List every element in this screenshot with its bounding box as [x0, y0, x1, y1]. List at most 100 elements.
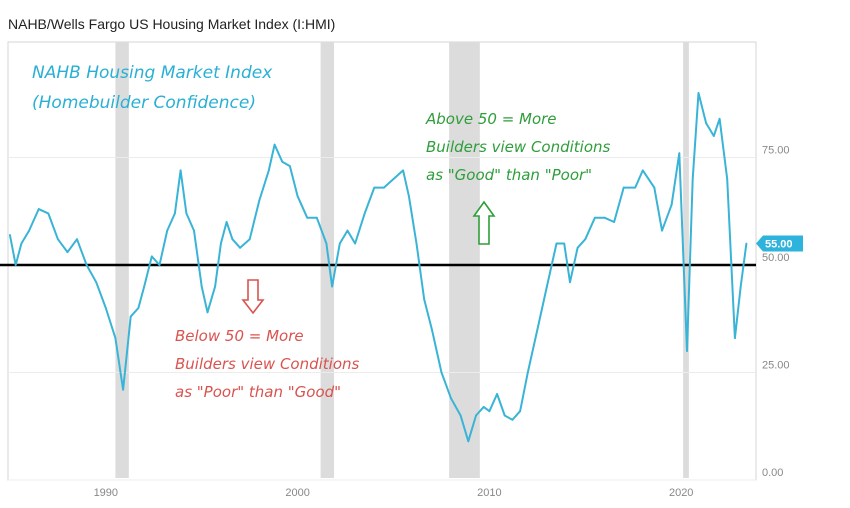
data-point — [423, 298, 426, 301]
annotation-main-title: (Homebuilder Confidence) — [32, 93, 256, 113]
data-point — [95, 281, 98, 284]
data-point — [20, 242, 23, 245]
data-point — [306, 216, 309, 219]
data-point — [296, 195, 299, 198]
data-point — [734, 337, 736, 339]
data-point — [576, 246, 579, 249]
data-point — [712, 135, 715, 137]
x-axis: 1990 2000 2010 2020 — [94, 487, 694, 499]
data-point — [325, 242, 328, 245]
x-tick-label: 1990 — [94, 487, 118, 499]
data-point — [363, 212, 366, 215]
data-point — [705, 122, 708, 124]
data-point — [430, 328, 433, 331]
data-point — [248, 238, 251, 241]
annotations: NAHB Housing Market Index (Homebuilder Co… — [32, 63, 611, 401]
annotation-main-title: NAHB Housing Market Index — [32, 63, 273, 83]
data-point — [137, 307, 140, 309]
data-point — [383, 186, 385, 189]
data-point — [9, 234, 11, 236]
data-point — [158, 264, 161, 266]
last-value-badge-bg — [756, 235, 803, 252]
data-point — [179, 169, 182, 172]
data-point — [200, 285, 203, 288]
x-tick-label: 2010 — [477, 487, 501, 499]
data-point — [467, 440, 470, 443]
data-point — [563, 242, 566, 245]
data-point — [407, 195, 410, 198]
recession-band — [320, 42, 335, 478]
data-point — [678, 152, 681, 155]
data-point — [526, 371, 529, 374]
data-point — [613, 221, 615, 223]
data-point — [691, 178, 694, 180]
data-point — [415, 242, 418, 245]
annotation-above-50: as "Good" than "Poor" — [426, 166, 592, 184]
data-point — [166, 229, 169, 232]
data-point — [475, 414, 477, 417]
y-tick-label: 0.00 — [762, 467, 783, 479]
data-point — [450, 397, 452, 400]
data-point — [511, 418, 514, 421]
data-point — [402, 169, 404, 172]
data-point — [686, 350, 688, 352]
data-point — [569, 281, 571, 284]
recession-band — [449, 42, 480, 478]
annotation-above-50: Above 50 = More — [425, 110, 557, 128]
data-point — [338, 242, 341, 245]
data-point — [273, 143, 276, 146]
annotation-above-50: Builders view Conditions — [426, 138, 611, 156]
data-point — [150, 255, 153, 258]
data-point — [289, 165, 291, 168]
data-point — [718, 117, 721, 120]
data-point — [315, 216, 318, 219]
data-point — [726, 178, 729, 180]
data-point — [354, 242, 357, 245]
y-tick-label: 75.00 — [762, 145, 790, 157]
annotation-below-50: Below 50 = More — [175, 327, 304, 345]
data-point — [634, 186, 637, 189]
data-point — [143, 285, 146, 288]
data-point — [459, 414, 462, 417]
data-point — [56, 238, 59, 241]
data-point — [28, 229, 30, 232]
y-tick-label: 25.00 — [762, 360, 790, 372]
data-point — [661, 229, 663, 232]
data-point — [555, 242, 558, 245]
data-point — [258, 199, 261, 202]
data-point — [66, 251, 69, 254]
data-point — [593, 216, 596, 219]
data-point — [122, 388, 124, 391]
data-point — [496, 393, 498, 395]
x-tick-label: 2020 — [669, 487, 693, 499]
up-arrow-icon — [472, 200, 496, 245]
data-point — [14, 264, 17, 266]
data-point — [76, 238, 78, 241]
data-point — [503, 414, 506, 417]
data-point — [173, 212, 176, 215]
data-point — [584, 238, 587, 241]
x-tick-label: 2000 — [285, 487, 309, 499]
data-point — [281, 160, 284, 163]
series-group — [8, 92, 748, 443]
annotation-below-50: as "Poor" than "Good" — [175, 383, 341, 401]
data-point — [239, 246, 241, 249]
data-point — [206, 311, 209, 314]
data-point — [219, 242, 222, 245]
data-point — [440, 371, 443, 374]
last-value-badge: 55.00 — [756, 235, 803, 252]
data-point — [546, 285, 548, 288]
data-point — [653, 186, 656, 189]
data-point — [85, 264, 88, 266]
chart-title: NAHB/Wells Fargo US Housing Market Index… — [8, 16, 336, 32]
data-point — [114, 337, 117, 339]
last-value-label: 55.00 — [765, 239, 793, 251]
data-point — [745, 242, 748, 245]
data-point — [129, 315, 132, 318]
annotation-below-50: Builders view Conditions — [175, 355, 360, 373]
data-point — [346, 229, 349, 232]
data-point — [482, 406, 485, 408]
y-tick-label: 50.00 — [762, 252, 790, 264]
data-point — [739, 285, 742, 288]
